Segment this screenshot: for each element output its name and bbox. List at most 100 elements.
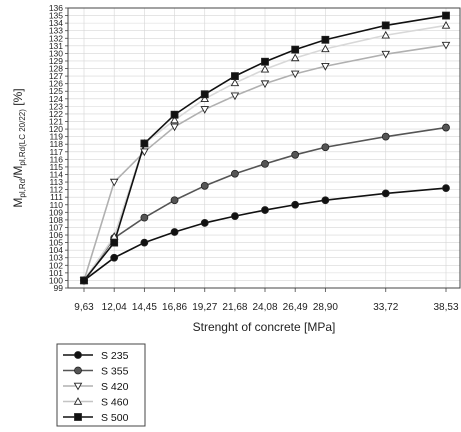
y-tick-label: 130 (49, 48, 63, 58)
data-point-s-500 (261, 57, 269, 66)
data-point-s-420 (109, 178, 119, 187)
data-point-s-500 (291, 45, 300, 54)
y-tick-label: 129 (49, 56, 63, 66)
data-point-s-235 (291, 200, 300, 209)
data-point-s-460 (290, 53, 300, 62)
y-tick-label: 110 (49, 200, 63, 210)
x-tick-label: 33,72 (373, 302, 398, 313)
data-point-s-355 (200, 181, 209, 190)
x-tick-label: 21,68 (222, 302, 247, 313)
x-tick-label: 12,04 (102, 302, 127, 313)
y-tick-label: 113 (49, 177, 63, 187)
y-tick-label: 100 (49, 275, 63, 285)
y-tick-label: 133 (49, 26, 63, 36)
legend-label: S 420 (101, 381, 129, 393)
legend-marker (74, 366, 82, 375)
y-tick-label: 127 (49, 71, 63, 81)
data-point-s-235 (442, 184, 450, 193)
x-tick-label: 26,49 (283, 302, 308, 313)
data-point-s-235 (170, 228, 179, 236)
y-tick-label: 99 (54, 283, 64, 293)
data-point-s-355 (140, 213, 149, 222)
legend: S 235 S 355 S 420 S 460 S 500 (56, 343, 146, 427)
y-tick-label: 134 (49, 18, 63, 28)
data-point-s-235 (261, 206, 269, 214)
legend-label: S 235 (101, 350, 129, 362)
plot-frame (67, 7, 461, 289)
legend-label: S 355 (101, 366, 129, 378)
data-point-s-420 (321, 63, 330, 71)
legend-item-s-500: S 500 (63, 412, 129, 424)
data-point-s-460 (200, 94, 210, 103)
legend-marker (74, 413, 82, 421)
x-tick-label: 38,53 (433, 302, 458, 313)
x-axis-title: Strenght of concrete [MPa] (193, 320, 336, 334)
x-tick-label: 19,27 (192, 302, 217, 313)
data-point-s-420 (381, 50, 391, 59)
data-point-s-500 (140, 139, 149, 148)
x-tick-label: 24,08 (252, 302, 277, 313)
data-point-s-235 (200, 219, 209, 227)
data-point-s-420 (140, 148, 149, 157)
data-point-s-460 (260, 64, 270, 73)
y-tick-label: 104 (49, 245, 63, 255)
y-tick-label: 118 (49, 139, 63, 149)
data-point-s-235 (110, 253, 119, 262)
legend-label: S 460 (101, 397, 129, 409)
y-tick-label: 122 (49, 109, 63, 119)
y-tick-label: 106 (49, 230, 63, 240)
data-point-s-235 (381, 189, 390, 198)
x-axis: 9,63 12,04 14,45 16,86 19,27 21,68 24,08 26,49 2… (74, 288, 459, 313)
data-point-s-355 (291, 150, 300, 159)
y-tick-label: 136 (49, 3, 63, 13)
y-tick-label: 111 (50, 192, 63, 202)
y-tick-label: 123 (49, 101, 63, 111)
y-tick-label: 124 (49, 94, 63, 104)
y-tick-label: 102 (49, 260, 63, 270)
y-tick-label: 101 (49, 268, 63, 278)
grid (68, 8, 460, 288)
series-markers (79, 11, 451, 285)
legend-marker (73, 397, 83, 405)
y-axis-title: Mpl,Rd/Mpl,Rd(LC 20/22) [%] (11, 88, 27, 207)
y-tick-label: 115 (49, 162, 63, 172)
data-point-s-355 (442, 123, 450, 132)
legend-box (56, 343, 146, 427)
data-point-s-500 (381, 21, 390, 30)
data-point-s-235 (321, 196, 330, 205)
y-tick-label: 119 (49, 132, 63, 142)
y-tick-label: 114 (49, 169, 63, 179)
legend-label: S 500 (101, 412, 129, 424)
data-point-s-420 (260, 80, 270, 89)
legend-marker (73, 382, 83, 391)
data-point-s-500 (200, 90, 209, 99)
x-tick-label: 16,86 (162, 302, 187, 313)
y-tick-label: 108 (49, 215, 63, 225)
data-point-s-500 (80, 276, 88, 285)
data-point-s-420 (200, 106, 210, 114)
data-point-s-235 (140, 238, 149, 247)
data-point-s-500 (321, 35, 330, 44)
y-tick-label: 117 (49, 147, 63, 157)
y-tick-label: 128 (49, 64, 63, 74)
data-point-s-500 (231, 72, 239, 81)
legend-item-s-235: S 235 (63, 350, 129, 362)
data-point-s-500 (170, 110, 179, 119)
y-tick-label: 125 (49, 86, 63, 96)
y-tick-label: 121 (49, 117, 63, 127)
data-point-s-460 (170, 115, 179, 124)
data-point-s-460 (441, 20, 451, 29)
data-point-s-355 (170, 196, 179, 205)
data-point-s-460 (230, 78, 240, 87)
data-point-s-460 (381, 30, 391, 39)
data-point-s-355 (231, 169, 239, 178)
data-point-s-355 (321, 143, 330, 152)
data-point-s-460 (321, 44, 330, 53)
data-point-s-355 (261, 159, 269, 168)
x-tick-label: 9,63 (74, 302, 94, 313)
y-tick-label: 132 (49, 33, 63, 43)
data-point-s-420 (441, 41, 451, 50)
y-tick-label: 120 (49, 124, 63, 134)
legend-item-s-460: S 460 (63, 397, 129, 409)
